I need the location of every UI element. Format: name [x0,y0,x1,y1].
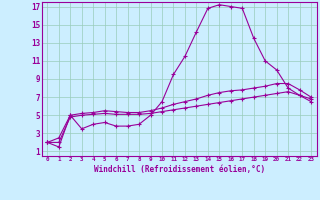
X-axis label: Windchill (Refroidissement éolien,°C): Windchill (Refroidissement éolien,°C) [94,165,265,174]
